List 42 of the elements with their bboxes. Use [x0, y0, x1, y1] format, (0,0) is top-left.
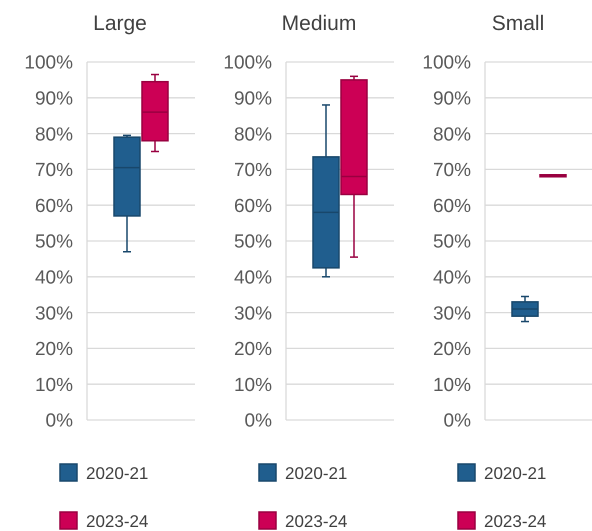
legend-label: 2023-24 — [484, 512, 546, 531]
y-tick-label: 10% — [432, 374, 472, 396]
chart-title: Small — [492, 12, 544, 35]
legend-label: 2023-24 — [285, 512, 348, 531]
y-tick-label: 0% — [444, 410, 472, 432]
y-tick-label: 100% — [24, 52, 74, 74]
y-tick-label: 30% — [432, 303, 472, 324]
y-tick-label: 90% — [34, 88, 74, 110]
y-tick-label: 0% — [244, 410, 272, 432]
y-tick-label: 90% — [234, 88, 272, 110]
y-tick-label: 70% — [234, 160, 272, 182]
y-tick-label: 100% — [422, 52, 472, 74]
y-tick-label: 100% — [223, 52, 272, 74]
y-tick-label: 80% — [234, 124, 272, 146]
y-tick-label: 40% — [34, 267, 74, 288]
y-tick-label: 50% — [234, 232, 272, 253]
chart-title: Medium — [282, 12, 356, 35]
y-tick-label: 80% — [432, 124, 472, 146]
y-tick-label: 50% — [432, 232, 472, 253]
legend-label: 2020-21 — [285, 464, 348, 483]
legend-label: 2023-24 — [86, 512, 148, 531]
y-tick-label: 50% — [34, 232, 74, 253]
y-tick-label: 40% — [432, 267, 472, 288]
legend-label: 2020-21 — [86, 464, 148, 483]
y-tick-label: 0% — [46, 410, 74, 432]
y-tick-label: 60% — [432, 196, 472, 217]
y-tick-label: 60% — [234, 196, 272, 217]
y-tick-label: 80% — [34, 124, 74, 146]
y-tick-label: 10% — [34, 374, 74, 396]
y-tick-label: 10% — [234, 374, 272, 396]
y-tick-label: 90% — [432, 88, 472, 110]
y-tick-label: 70% — [34, 160, 74, 182]
legend-label: 2020-21 — [484, 464, 546, 483]
y-tick-label: 30% — [34, 303, 74, 324]
y-tick-label: 40% — [234, 267, 272, 288]
y-tick-label: 20% — [432, 339, 472, 360]
y-tick-label: 20% — [34, 339, 74, 360]
chart-title: Large — [93, 12, 147, 35]
y-tick-label: 20% — [234, 339, 272, 360]
y-tick-label: 60% — [34, 196, 74, 217]
y-tick-label: 70% — [432, 160, 472, 182]
y-tick-label: 30% — [234, 303, 272, 324]
